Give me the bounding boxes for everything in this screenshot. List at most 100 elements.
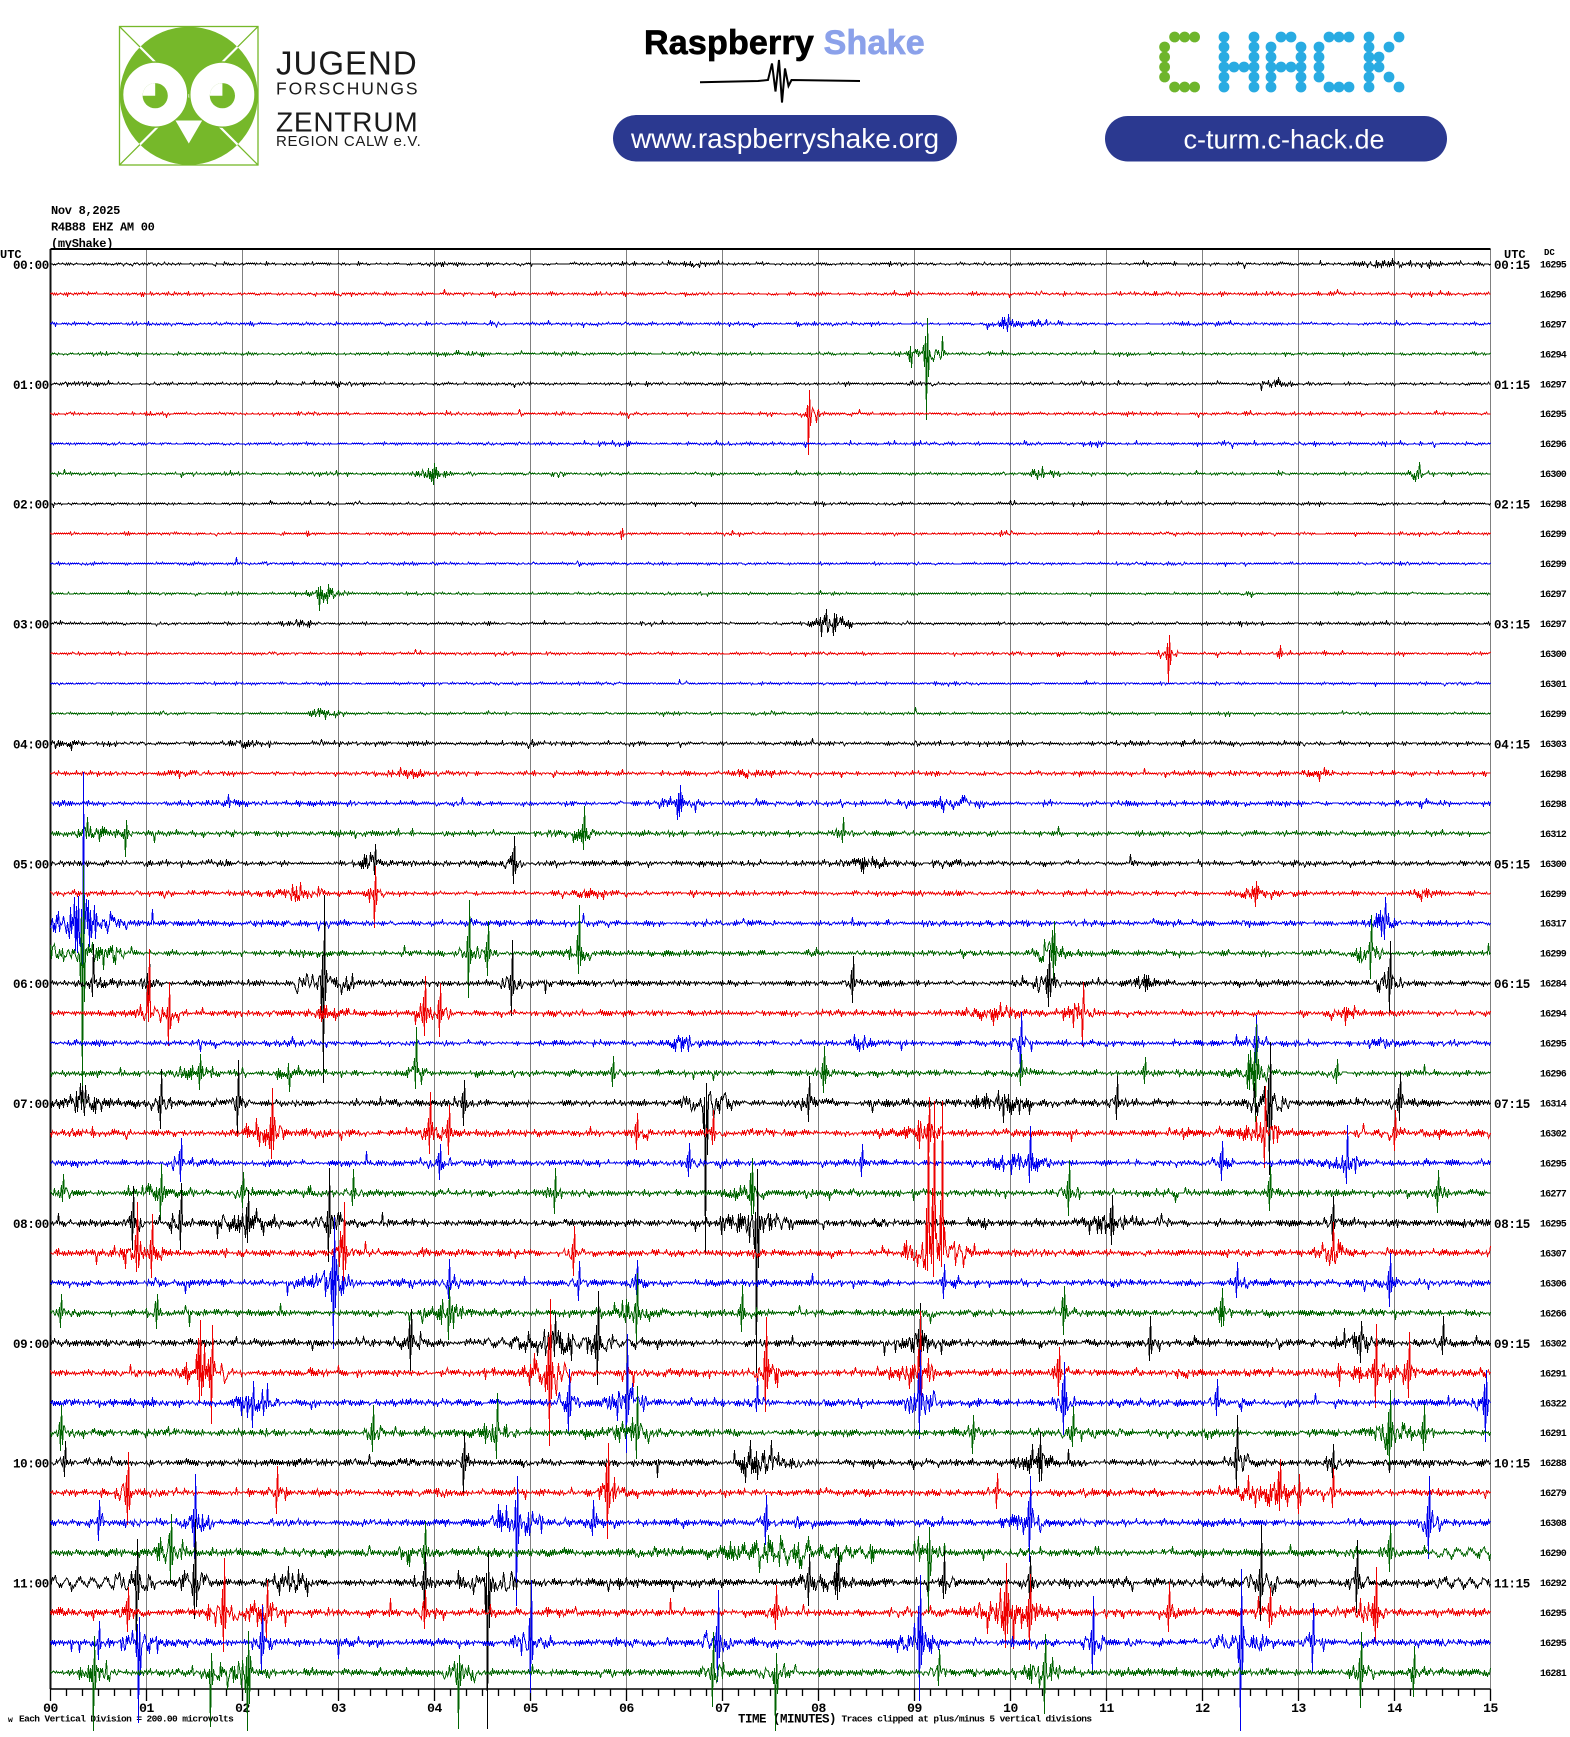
svg-text:04:15: 04:15 bbox=[1494, 738, 1530, 752]
svg-text:11: 11 bbox=[1099, 1701, 1114, 1716]
svg-text:UTC: UTC bbox=[1504, 248, 1526, 262]
svg-text:16322: 16322 bbox=[1540, 1399, 1567, 1410]
svg-text:FORSCHUNGS: FORSCHUNGS bbox=[276, 79, 419, 99]
svg-text:14: 14 bbox=[1387, 1701, 1402, 1716]
svg-text:16284: 16284 bbox=[1540, 980, 1567, 991]
svg-text:07: 07 bbox=[715, 1701, 730, 1716]
svg-text:16281: 16281 bbox=[1540, 1669, 1567, 1680]
svg-text:ZENTRUM: ZENTRUM bbox=[276, 106, 418, 137]
svg-text:16314: 16314 bbox=[1540, 1100, 1567, 1111]
svg-text:16297: 16297 bbox=[1540, 380, 1567, 391]
svg-text:c-turm.c-hack.de: c-turm.c-hack.de bbox=[1183, 125, 1384, 155]
svg-text:03: 03 bbox=[331, 1701, 346, 1716]
svg-text:04:00: 04:00 bbox=[13, 738, 49, 752]
svg-text:16295: 16295 bbox=[1540, 1219, 1567, 1230]
svg-text:06:00: 06:00 bbox=[13, 978, 49, 992]
svg-text:02:15: 02:15 bbox=[1494, 499, 1530, 513]
svg-text:06: 06 bbox=[619, 1701, 634, 1716]
svg-text:08: 08 bbox=[811, 1701, 826, 1716]
svg-text:TIME (MINUTES): TIME (MINUTES) bbox=[738, 1713, 836, 1727]
svg-text:R4B88 EHZ AM 00: R4B88 EHZ AM 00 bbox=[51, 221, 155, 235]
svg-text:09:00: 09:00 bbox=[13, 1338, 49, 1352]
svg-text:16312: 16312 bbox=[1540, 830, 1567, 841]
svg-text:w: w bbox=[8, 1716, 13, 1725]
svg-text:16294: 16294 bbox=[1540, 1010, 1567, 1021]
svg-text:REGION CALW e.V.: REGION CALW e.V. bbox=[276, 133, 421, 150]
svg-text:15: 15 bbox=[1483, 1701, 1498, 1716]
svg-text:08:15: 08:15 bbox=[1494, 1218, 1530, 1232]
svg-text:06:15: 06:15 bbox=[1494, 978, 1530, 992]
svg-text:Each Vertical Division = 200.: Each Vertical Division = 200.00 microvol… bbox=[19, 1714, 234, 1725]
svg-text:16297: 16297 bbox=[1540, 620, 1567, 631]
svg-text:16317: 16317 bbox=[1540, 920, 1567, 931]
svg-text:10:00: 10:00 bbox=[13, 1458, 49, 1472]
svg-text:13: 13 bbox=[1291, 1701, 1306, 1716]
svg-text:16300: 16300 bbox=[1540, 860, 1567, 871]
svg-text:UTC: UTC bbox=[0, 248, 22, 262]
svg-text:16297: 16297 bbox=[1540, 590, 1567, 601]
svg-text:00:00: 00:00 bbox=[13, 259, 49, 273]
svg-text:16296: 16296 bbox=[1540, 290, 1567, 301]
svg-text:08:00: 08:00 bbox=[13, 1218, 49, 1232]
svg-text:16292: 16292 bbox=[1540, 1579, 1567, 1590]
svg-text:03:00: 03:00 bbox=[13, 619, 49, 633]
svg-text:16297: 16297 bbox=[1540, 320, 1567, 331]
svg-text:16295: 16295 bbox=[1540, 260, 1567, 271]
svg-text:(myShake): (myShake) bbox=[51, 237, 113, 251]
svg-text:16299: 16299 bbox=[1540, 710, 1567, 721]
svg-text:Traces clipped at plus/minus 5: Traces clipped at plus/minus 5 vertical … bbox=[842, 1714, 1093, 1725]
svg-text:16300: 16300 bbox=[1540, 650, 1567, 661]
svg-text:01: 01 bbox=[139, 1701, 154, 1716]
svg-text:09:15: 09:15 bbox=[1494, 1338, 1530, 1352]
svg-text:00:15: 00:15 bbox=[1494, 259, 1530, 273]
svg-text:02:00: 02:00 bbox=[13, 499, 49, 513]
svg-text:Nov 8,2025: Nov 8,2025 bbox=[51, 204, 120, 218]
svg-text:16307: 16307 bbox=[1540, 1249, 1567, 1260]
svg-text:05:00: 05:00 bbox=[13, 858, 49, 872]
svg-text:JUGEND: JUGEND bbox=[276, 45, 418, 82]
svg-text:01:15: 01:15 bbox=[1494, 379, 1530, 393]
svg-text:16290: 16290 bbox=[1540, 1549, 1567, 1560]
svg-text:10: 10 bbox=[1003, 1701, 1018, 1716]
svg-text:16298: 16298 bbox=[1540, 800, 1567, 811]
svg-text:16298: 16298 bbox=[1540, 500, 1567, 511]
svg-text:12: 12 bbox=[1195, 1701, 1210, 1716]
svg-text:05: 05 bbox=[523, 1701, 538, 1716]
svg-text:16308: 16308 bbox=[1540, 1519, 1567, 1530]
svg-text:16295: 16295 bbox=[1540, 1040, 1567, 1051]
svg-text:05:15: 05:15 bbox=[1494, 858, 1530, 872]
svg-text:00: 00 bbox=[43, 1701, 58, 1716]
svg-text:16298: 16298 bbox=[1540, 770, 1567, 781]
svg-text:16295: 16295 bbox=[1540, 410, 1567, 421]
svg-text:11:15: 11:15 bbox=[1494, 1578, 1530, 1592]
svg-text:16291: 16291 bbox=[1540, 1429, 1567, 1440]
svg-text:16296: 16296 bbox=[1540, 440, 1567, 451]
svg-text:16299: 16299 bbox=[1540, 950, 1567, 961]
svg-text:07:00: 07:00 bbox=[13, 1098, 49, 1112]
svg-text:04: 04 bbox=[427, 1701, 442, 1716]
svg-text:01:00: 01:00 bbox=[13, 379, 49, 393]
svg-text:16291: 16291 bbox=[1540, 1369, 1567, 1380]
svg-text:16299: 16299 bbox=[1540, 890, 1567, 901]
svg-text:11:00: 11:00 bbox=[13, 1578, 49, 1592]
svg-text:16296: 16296 bbox=[1540, 1070, 1567, 1081]
svg-text:www.raspberryshake.org: www.raspberryshake.org bbox=[630, 123, 939, 154]
svg-text:10:15: 10:15 bbox=[1494, 1458, 1530, 1472]
svg-text:16279: 16279 bbox=[1540, 1489, 1567, 1500]
svg-text:16302: 16302 bbox=[1540, 1339, 1567, 1350]
svg-text:Raspberry Shake: Raspberry Shake bbox=[644, 24, 925, 62]
svg-text:16299: 16299 bbox=[1540, 530, 1567, 541]
svg-text:09: 09 bbox=[907, 1701, 922, 1716]
svg-text:16277: 16277 bbox=[1540, 1190, 1567, 1201]
svg-text:16295: 16295 bbox=[1540, 1639, 1567, 1650]
svg-text:16295: 16295 bbox=[1540, 1160, 1567, 1171]
svg-text:16301: 16301 bbox=[1540, 680, 1567, 691]
svg-text:07:15: 07:15 bbox=[1494, 1098, 1530, 1112]
svg-text:16288: 16288 bbox=[1540, 1459, 1567, 1470]
svg-text:16300: 16300 bbox=[1540, 470, 1567, 481]
svg-text:16295: 16295 bbox=[1540, 1609, 1567, 1620]
svg-text:16299: 16299 bbox=[1540, 560, 1567, 571]
svg-text:DC: DC bbox=[1544, 248, 1555, 258]
svg-text:03:15: 03:15 bbox=[1494, 619, 1530, 633]
svg-text:16306: 16306 bbox=[1540, 1279, 1567, 1290]
